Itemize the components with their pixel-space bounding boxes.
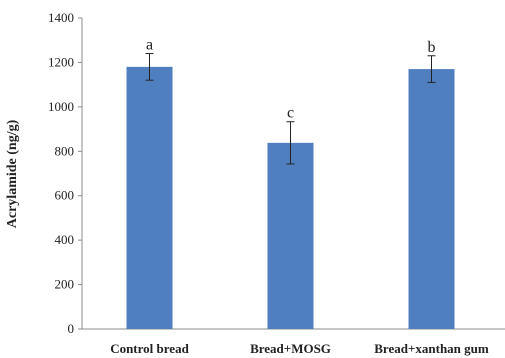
y-tick-label: 1400: [48, 10, 74, 25]
y-axis-title: Acrylamide (ng/g): [5, 119, 20, 228]
significance-label: b: [428, 39, 436, 56]
y-axis-ticks: 0 200 400 600 800 1000 1200 1400: [48, 10, 82, 336]
bar: [408, 69, 455, 329]
significance-label: a: [146, 37, 153, 54]
significance-label: c: [287, 105, 294, 122]
bar: [267, 142, 314, 329]
x-category-label: Bread+MOSG: [250, 341, 331, 356]
significance-labels: a c b: [146, 37, 436, 122]
error-bars: [145, 53, 436, 165]
x-category-label: Bread+xanthan gum: [374, 341, 489, 356]
y-tick-label: 800: [55, 143, 75, 158]
y-tick-label: 0: [68, 321, 75, 336]
y-tick-label: 1200: [48, 54, 74, 69]
x-axis-category-labels: Control bread Bread+MOSG Bread+xanthan gum: [110, 341, 489, 356]
x-category-label: Control bread: [110, 341, 189, 356]
y-tick-label: 600: [55, 188, 75, 203]
bars: [126, 66, 455, 329]
y-tick-label: 1000: [48, 99, 74, 114]
y-tick-label: 200: [55, 277, 75, 292]
y-tick-label: 400: [55, 232, 75, 247]
bar: [126, 66, 173, 329]
